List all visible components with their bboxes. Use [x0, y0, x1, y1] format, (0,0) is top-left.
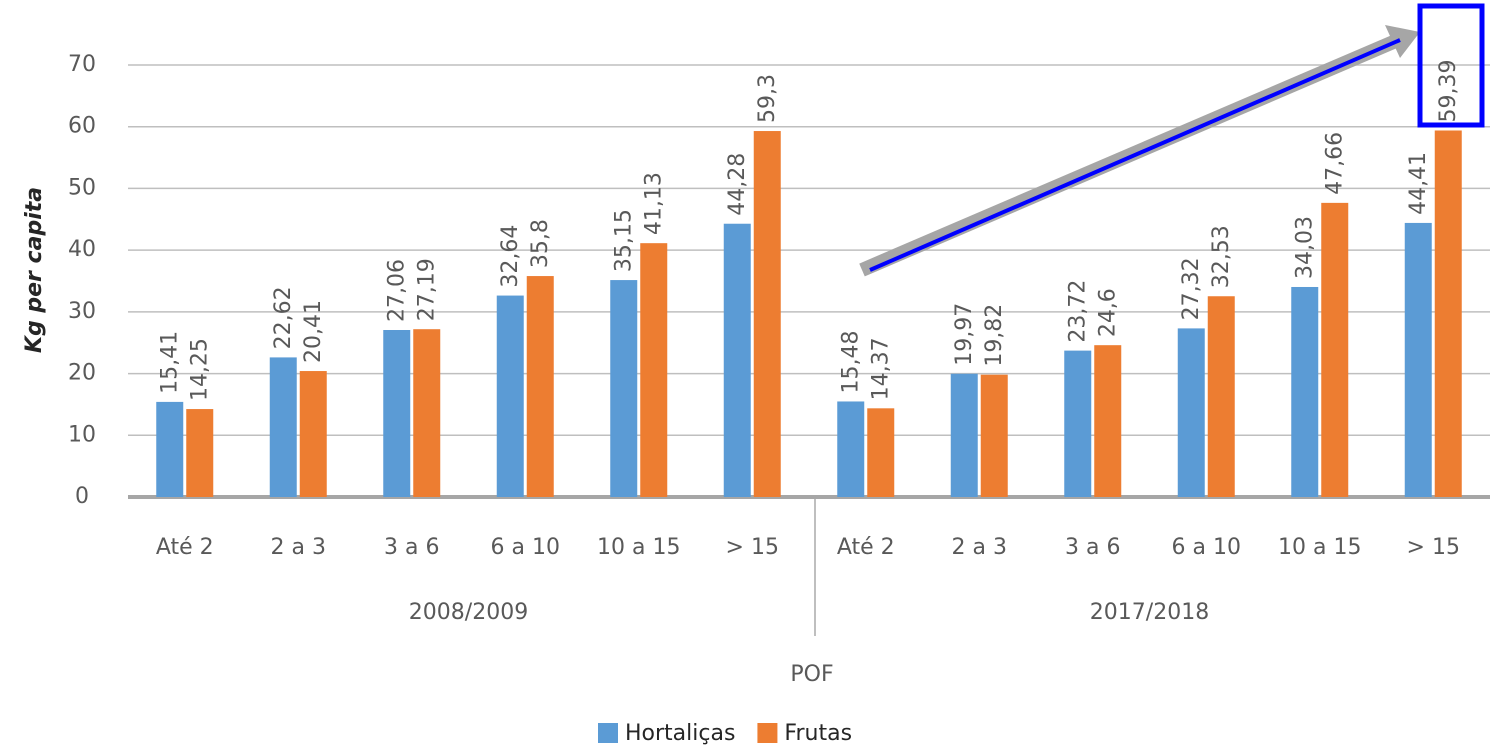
data-label: 44,41: [1406, 152, 1431, 215]
data-label: 15,41: [158, 331, 183, 394]
x-tick-label: 2 a 3: [271, 535, 326, 560]
bar: [526, 276, 554, 497]
bar: [1064, 350, 1092, 497]
bar: [1404, 222, 1432, 497]
x-tick-label: > 15: [1407, 535, 1460, 560]
x-tick-label: 3 a 6: [1065, 535, 1120, 560]
x-axis-title: POF: [790, 662, 833, 687]
legend-swatch: [757, 723, 778, 743]
bar: [1177, 328, 1205, 497]
data-label: 35,8: [528, 219, 553, 268]
bar: [837, 401, 865, 497]
highlight-box: [1417, 3, 1485, 128]
data-label: 19,97: [952, 303, 977, 366]
bar: [867, 408, 895, 497]
legend-label: Frutas: [784, 721, 852, 746]
arrow-line: [869, 38, 1401, 272]
x-tick-label: 6 a 10: [1172, 535, 1241, 560]
bar: [186, 409, 214, 497]
data-label: 27,06: [385, 259, 410, 322]
bar: [1434, 130, 1462, 497]
data-label: 14,25: [188, 338, 213, 401]
legend-swatch: [598, 723, 618, 743]
x-tick-label: 2 a 3: [952, 535, 1007, 560]
bar: [156, 401, 184, 497]
group-label: 2008/2009: [409, 600, 528, 625]
data-label: 27,32: [1179, 257, 1204, 320]
group-label: 2017/2018: [1090, 600, 1209, 625]
data-label: 32,53: [1209, 225, 1234, 288]
bar: [1094, 345, 1122, 497]
bar: [496, 295, 524, 497]
annotation: [859, 3, 1485, 277]
bar: [723, 223, 751, 498]
y-tick-label: 30: [68, 299, 96, 324]
x-tick-label: 10 a 15: [597, 535, 680, 560]
y-axis-title: Kg per capita: [22, 187, 47, 353]
data-label: 22,62: [271, 286, 296, 349]
y-tick-label: 40: [68, 237, 96, 262]
bar: [413, 329, 441, 497]
y-tick-label: 70: [68, 52, 96, 77]
x-tick-label: 6 a 10: [491, 535, 560, 560]
y-tick-label: 0: [75, 484, 89, 509]
arrow-head: [1385, 25, 1420, 58]
data-label: 20,41: [301, 300, 326, 363]
bar: [269, 357, 297, 497]
bar: [640, 243, 668, 497]
y-tick-label: 20: [68, 361, 96, 386]
data-label: 34,03: [1293, 216, 1318, 279]
data-label: 35,15: [612, 209, 637, 272]
data-label: 14,37: [869, 337, 894, 400]
bar: [980, 374, 1008, 497]
data-label: 59,39: [1436, 59, 1461, 122]
y-tick-label: 50: [68, 175, 96, 200]
data-label: 41,13: [642, 172, 667, 235]
bar: [950, 373, 978, 497]
bar: [1321, 202, 1349, 497]
data-label: 15,48: [839, 330, 864, 393]
data-label: 59,3: [755, 74, 780, 123]
x-tick-label: 3 a 6: [384, 535, 439, 560]
y-tick-label: 10: [68, 422, 96, 447]
bar: [1291, 286, 1319, 497]
x-tick-label: > 15: [726, 535, 779, 560]
data-label: 19,82: [982, 304, 1007, 367]
bar: [383, 330, 411, 497]
x-tick-label: 10 a 15: [1278, 535, 1361, 560]
x-tick-label: Até 2: [156, 535, 214, 560]
data-label: 24,6: [1096, 288, 1121, 337]
data-label: 23,72: [1066, 280, 1091, 343]
bar: [610, 280, 638, 497]
y-tick-label: 60: [68, 114, 96, 139]
x-tick-label: Até 2: [837, 535, 895, 560]
data-label: 32,64: [498, 225, 523, 288]
data-label: 44,28: [725, 153, 750, 216]
data-label: 27,19: [415, 258, 440, 321]
legend-label: Hortaliças: [625, 721, 735, 746]
bar: [299, 371, 327, 497]
bar: [753, 131, 781, 497]
bar: [1207, 296, 1235, 497]
data-label: 47,66: [1323, 132, 1348, 195]
